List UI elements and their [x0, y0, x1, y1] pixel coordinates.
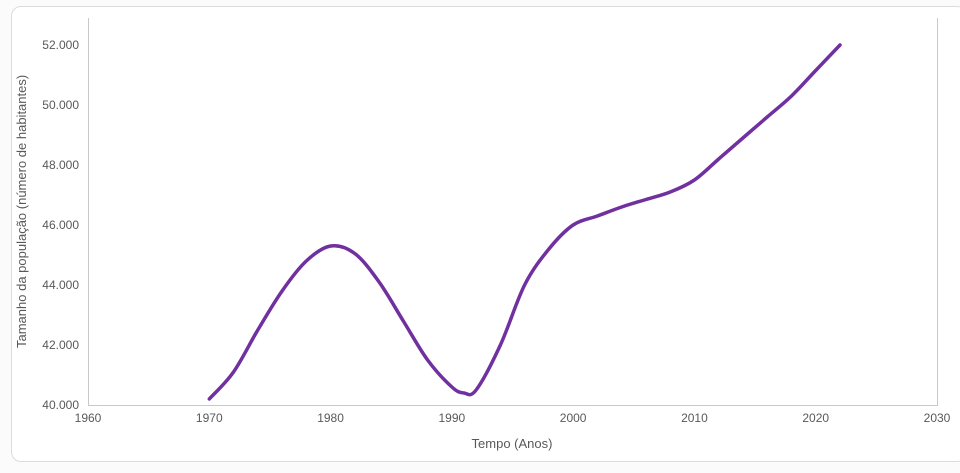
y-tick-label: 42.000 — [42, 338, 79, 352]
population-line-series[interactable] — [207, 43, 842, 401]
x-tick-label: 1960 — [74, 411, 102, 425]
y-axis-title: Tamanho da população (número de habitant… — [14, 74, 29, 349]
x-tick-label: 1970 — [195, 411, 223, 425]
y-tick-label: 46.000 — [42, 218, 79, 232]
x-tick-label: 1990 — [438, 411, 466, 425]
x-tick-label: 2010 — [681, 411, 708, 425]
y-tick-label: 40.000 — [42, 398, 79, 412]
y-tick-label: 44.000 — [42, 278, 79, 292]
chart-frame — [11, 6, 960, 462]
x-tick-label: 2000 — [559, 411, 587, 425]
x-tick-label: 2020 — [802, 411, 830, 425]
x-axis-title: Tempo (Anos) — [471, 436, 553, 451]
y-tick-label: 52.000 — [42, 38, 79, 52]
x-tick-label: 2030 — [923, 411, 951, 425]
x-tick-label: 1980 — [317, 411, 344, 425]
y-tick-label: 48.000 — [42, 158, 79, 172]
y-tick-label: 50.000 — [42, 98, 79, 112]
